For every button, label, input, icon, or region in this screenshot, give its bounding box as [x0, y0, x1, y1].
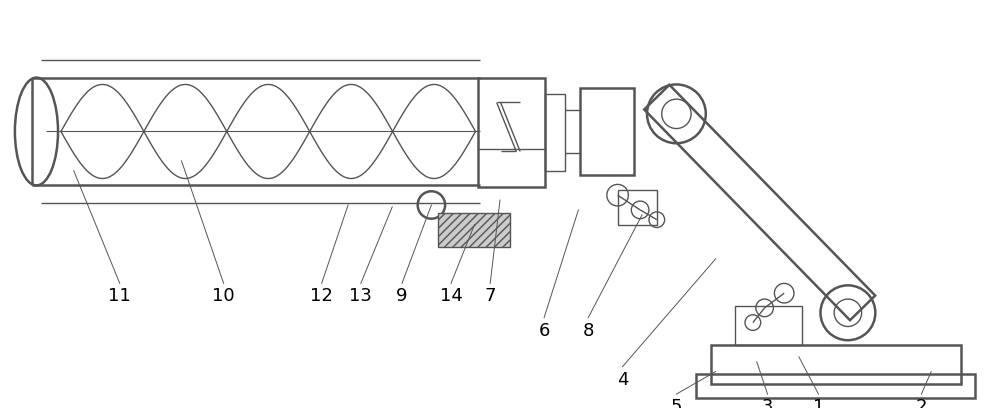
Text: 8: 8 [583, 322, 594, 339]
Bar [545, 94, 565, 171]
Text: 10: 10 [212, 287, 235, 305]
Text: 14: 14 [440, 287, 462, 305]
Bar [438, 213, 510, 247]
Text: 7: 7 [484, 287, 496, 305]
Bar [711, 345, 961, 384]
Text: 9: 9 [396, 287, 408, 305]
Text: 13: 13 [349, 287, 372, 305]
Text: 5: 5 [671, 398, 682, 408]
Bar [580, 89, 634, 175]
Text: 12: 12 [310, 287, 333, 305]
Text: 11: 11 [108, 287, 131, 305]
Text: 4: 4 [617, 370, 628, 388]
Bar [478, 78, 545, 187]
Text: 1: 1 [813, 398, 824, 408]
Bar [735, 306, 802, 345]
Text: 2: 2 [916, 398, 927, 408]
Bar [618, 190, 657, 224]
Text: 3: 3 [762, 398, 773, 408]
Bar [696, 374, 975, 398]
Text: 6: 6 [538, 322, 550, 339]
